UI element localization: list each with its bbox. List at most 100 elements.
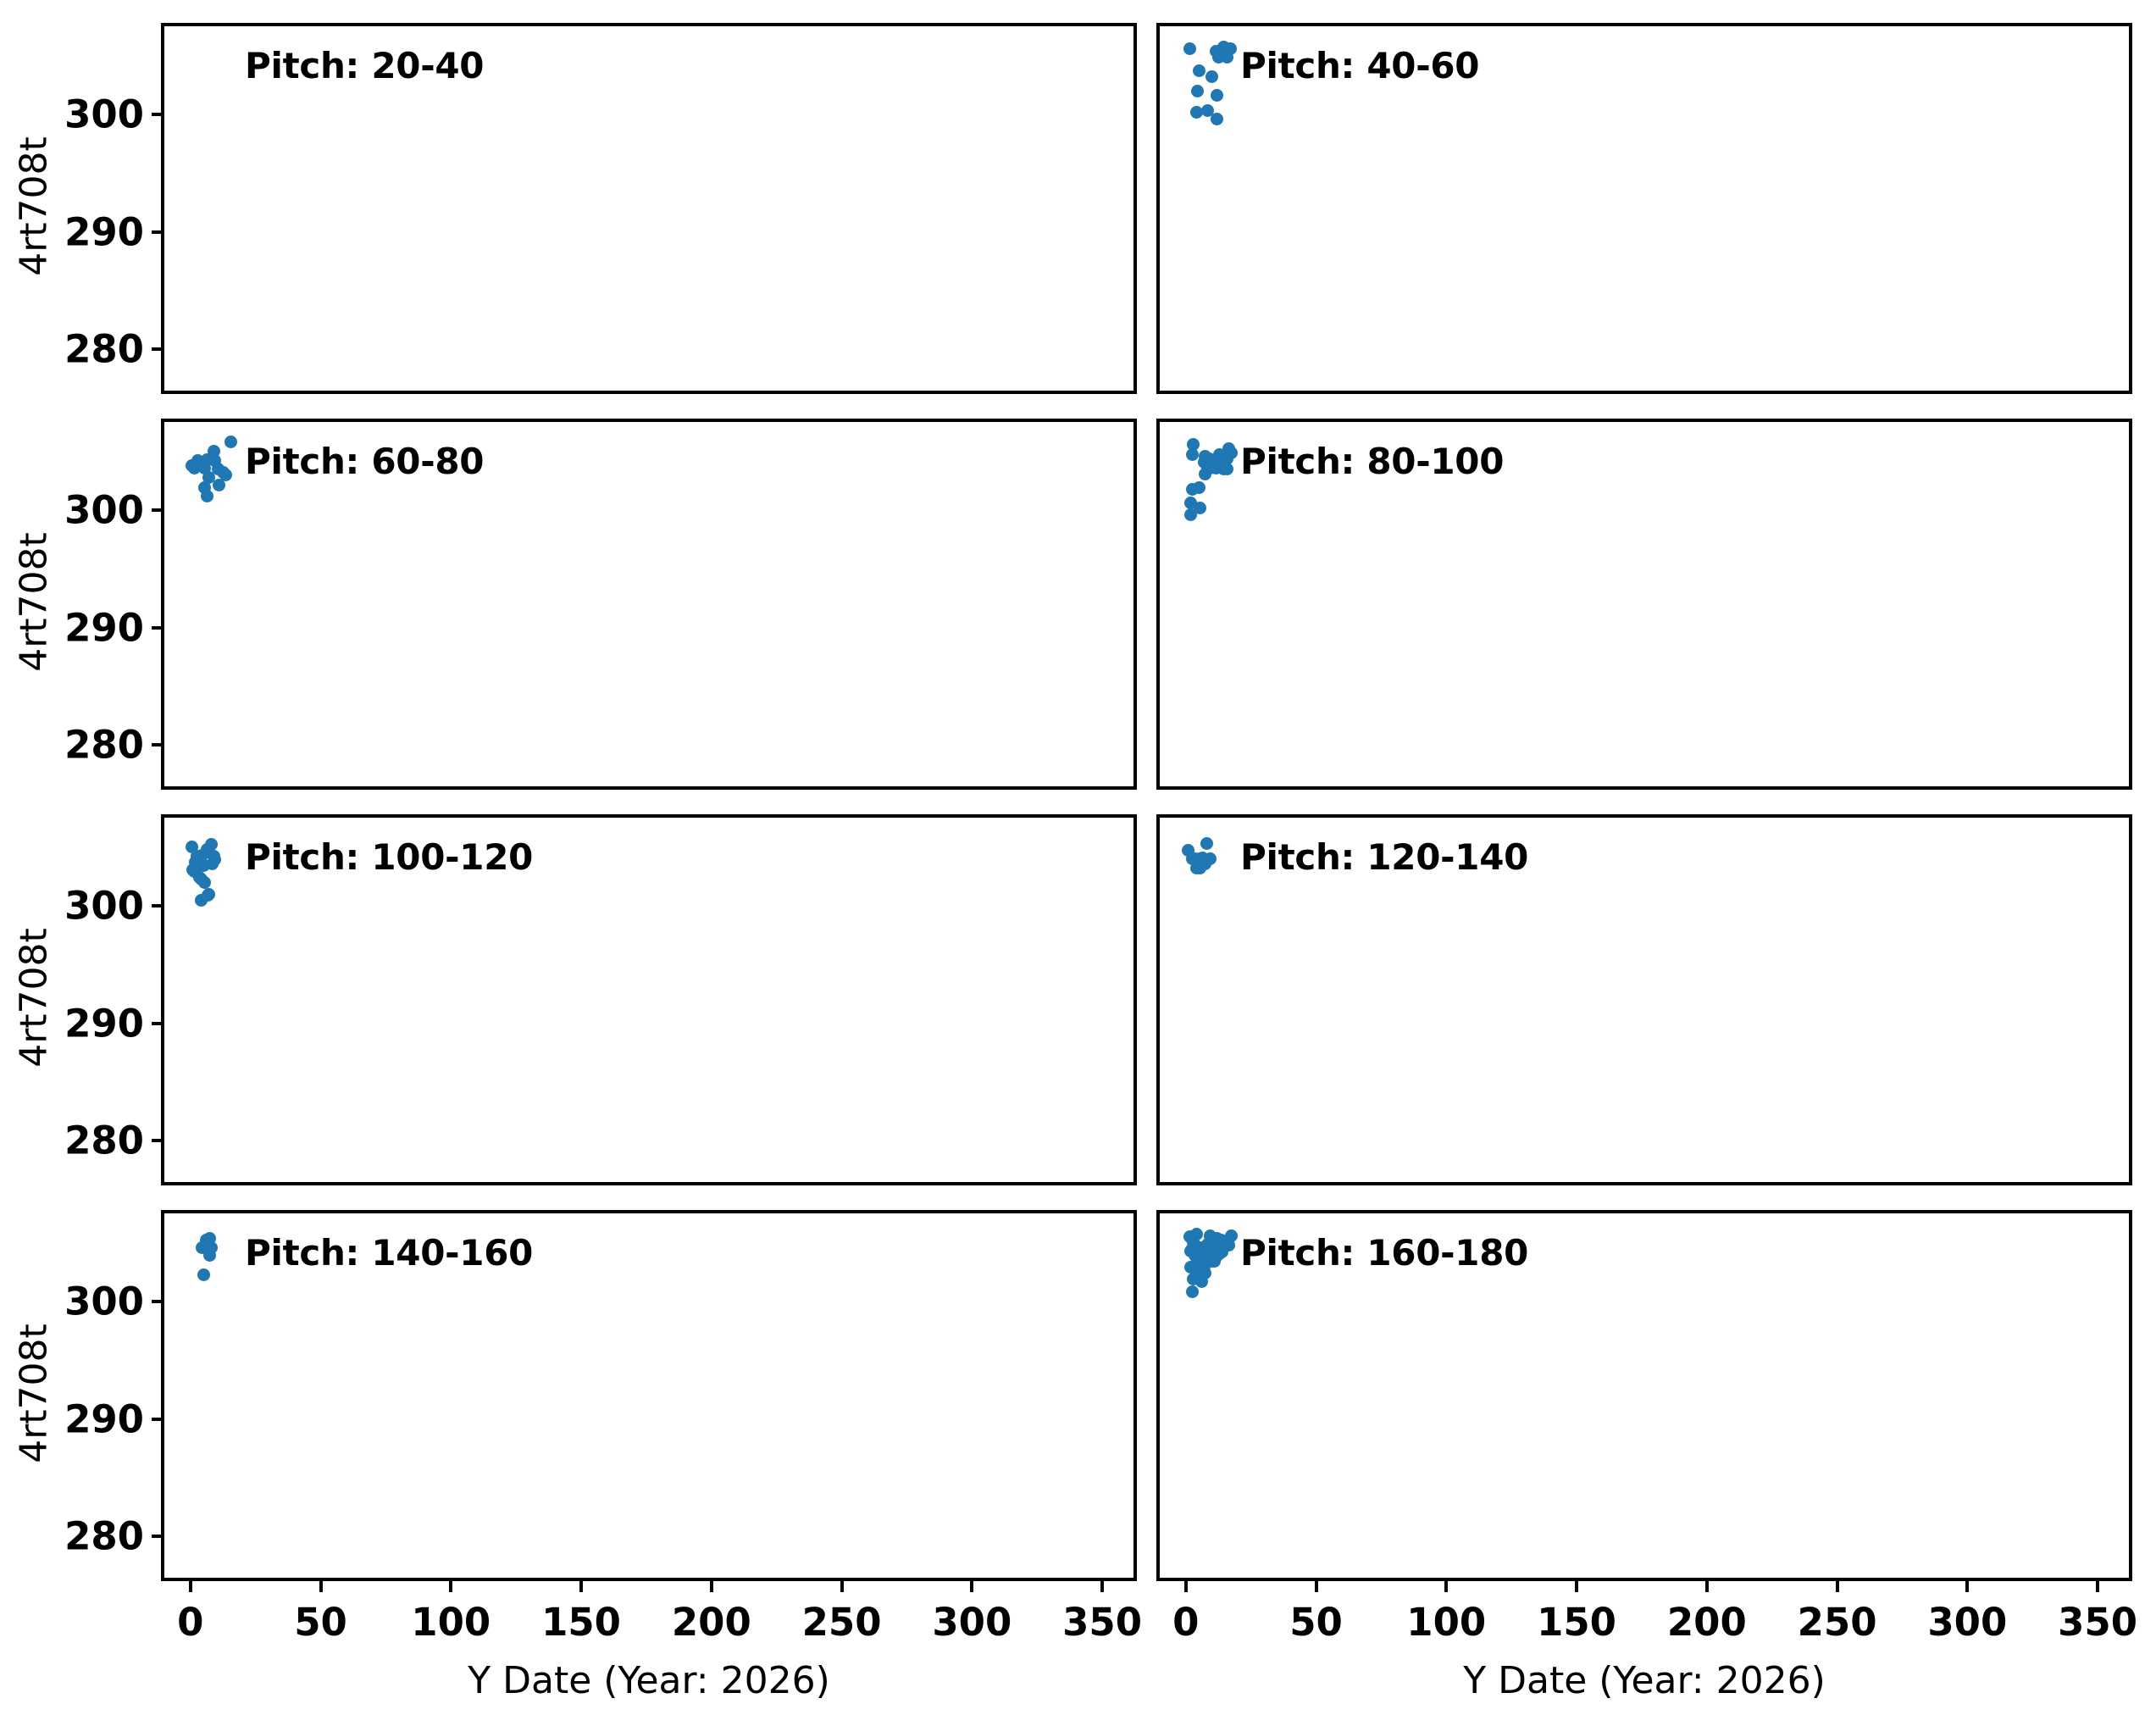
plot-area: [164, 422, 1133, 786]
x-tick-label: 100: [411, 1600, 491, 1645]
scatter-point: [1200, 837, 1213, 851]
y-tick-label: 290: [64, 209, 144, 255]
scatter-point: [1204, 461, 1217, 475]
x-tick-mark: [449, 1581, 453, 1592]
x-tick-label: 300: [1927, 1600, 2008, 1645]
plot-area: [164, 818, 1133, 1182]
y-tick-mark: [152, 904, 161, 908]
x-axis-label: Y Date (Year: 2026): [468, 1659, 830, 1702]
y-axis-label: 4rt708t: [12, 532, 56, 672]
scatter-point: [1211, 113, 1224, 126]
scatter-point: [1191, 84, 1205, 97]
subplot-pitch-80-100: Pitch: 80-100: [1156, 419, 2132, 790]
x-tick-label: 200: [671, 1600, 751, 1645]
x-tick-mark: [970, 1581, 974, 1592]
y-tick-label: 280: [64, 722, 144, 768]
y-tick-label: 300: [64, 487, 144, 533]
y-tick-label: 280: [64, 1513, 144, 1559]
y-tick-mark: [152, 1535, 161, 1539]
panel-title: Pitch: 120-140: [1240, 836, 1529, 878]
panel-title: Pitch: 80-100: [1240, 441, 1505, 482]
scatter-point: [1205, 70, 1218, 84]
x-axis-label: Y Date (Year: 2026): [1463, 1659, 1826, 1702]
x-tick-mark: [1314, 1581, 1318, 1592]
subplot-pitch-120-140: Pitch: 120-140: [1156, 814, 2132, 1185]
x-tick-mark: [1444, 1581, 1449, 1592]
plot-area: [1160, 1213, 2129, 1578]
scatter-point: [203, 1249, 217, 1263]
scatter-point: [194, 893, 208, 907]
y-tick-label: 300: [64, 883, 144, 929]
scatter-point: [201, 489, 214, 502]
y-tick-label: 280: [64, 1118, 144, 1163]
scatter-point: [1185, 1242, 1199, 1256]
scatter-point: [224, 436, 237, 449]
panel-title: Pitch: 20-40: [245, 45, 485, 86]
x-tick-label: 200: [1666, 1600, 1747, 1645]
subplot-pitch-40-60: Pitch: 40-60: [1156, 23, 2132, 394]
y-axis-label: 4rt708t: [12, 1324, 56, 1463]
x-tick-label: 50: [294, 1600, 347, 1645]
scatter-point: [198, 875, 212, 889]
subplot-pitch-60-80: Pitch: 60-80: [161, 419, 1137, 790]
x-tick-label: 150: [1537, 1600, 1616, 1645]
y-tick-label: 300: [64, 92, 144, 137]
x-tick-label: 250: [801, 1600, 882, 1645]
panel-title: Pitch: 140-160: [245, 1232, 534, 1274]
scatter-point: [1221, 50, 1234, 64]
scatter-point: [1187, 437, 1200, 451]
plot-area: [164, 1213, 1133, 1578]
scatter-point: [1185, 1285, 1199, 1299]
plot-area: [1160, 818, 2129, 1182]
y-tick-mark: [152, 1300, 161, 1304]
panel-title: Pitch: 100-120: [245, 836, 534, 878]
y-tick-mark: [152, 508, 161, 513]
y-tick-label: 300: [64, 1279, 144, 1324]
panel-title: Pitch: 40-60: [1240, 45, 1480, 86]
x-tick-mark: [1575, 1581, 1579, 1592]
x-tick-label: 0: [1172, 1600, 1200, 1645]
x-tick-mark: [1835, 1581, 1839, 1592]
y-tick-mark: [152, 113, 161, 117]
scatter-point: [1194, 1274, 1208, 1288]
panel-title: Pitch: 60-80: [245, 441, 485, 482]
x-tick-mark: [1183, 1581, 1188, 1592]
subplot-pitch-100-120: Pitch: 100-120: [161, 814, 1137, 1185]
scatter-point: [1201, 104, 1215, 118]
panel-title: Pitch: 160-180: [1240, 1232, 1529, 1274]
x-tick-mark: [1704, 1581, 1709, 1592]
y-tick-label: 290: [64, 1001, 144, 1046]
y-tick-mark: [152, 625, 161, 630]
scatter-point: [1192, 481, 1205, 495]
x-tick-mark: [2096, 1581, 2100, 1592]
x-tick-mark: [709, 1581, 713, 1592]
y-tick-label: 290: [64, 605, 144, 651]
x-tick-mark: [1100, 1581, 1105, 1592]
y-tick-label: 290: [64, 1396, 144, 1442]
y-tick-mark: [152, 1139, 161, 1143]
x-tick-label: 300: [932, 1600, 1012, 1645]
scatter-point: [1183, 508, 1197, 522]
x-tick-label: 350: [2058, 1600, 2138, 1645]
x-tick-label: 150: [541, 1600, 621, 1645]
subplot-pitch-140-160: Pitch: 140-160: [161, 1210, 1137, 1581]
scatter-point: [185, 458, 198, 472]
scatter-point: [1192, 64, 1205, 78]
scatter-point: [1211, 89, 1224, 103]
subplot-pitch-160-180: Pitch: 160-180: [1156, 1210, 2132, 1581]
scatter-point: [213, 479, 226, 492]
y-tick-mark: [152, 230, 161, 234]
x-tick-label: 250: [1797, 1600, 1877, 1645]
plot-area: [1160, 422, 2129, 786]
y-tick-mark: [152, 1021, 161, 1025]
scatter-point: [1221, 462, 1234, 475]
scatter-point: [1183, 42, 1196, 55]
scatter-point: [1189, 105, 1203, 119]
x-tick-mark: [1965, 1581, 1970, 1592]
x-tick-label: 50: [1289, 1600, 1343, 1645]
scatter-point: [202, 470, 215, 484]
scatter-point: [197, 1268, 210, 1281]
subplot-pitch-20-40: Pitch: 20-40: [161, 23, 1137, 394]
x-tick-mark: [319, 1581, 323, 1592]
y-tick-mark: [152, 1417, 161, 1421]
